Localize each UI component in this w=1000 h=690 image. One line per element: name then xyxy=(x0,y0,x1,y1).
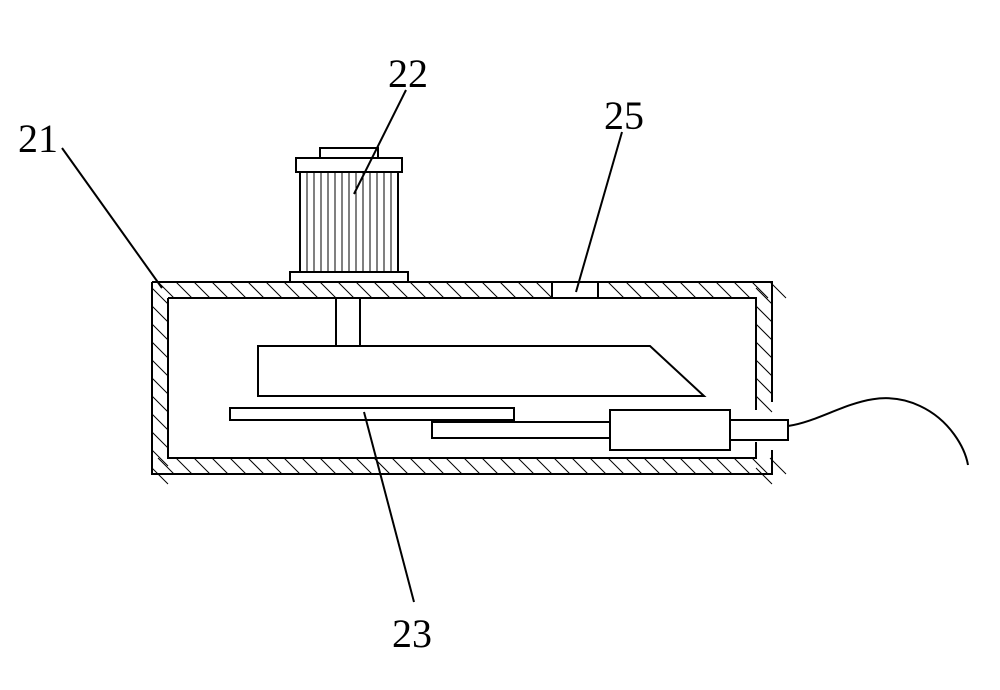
diagram-svg xyxy=(0,0,1000,690)
